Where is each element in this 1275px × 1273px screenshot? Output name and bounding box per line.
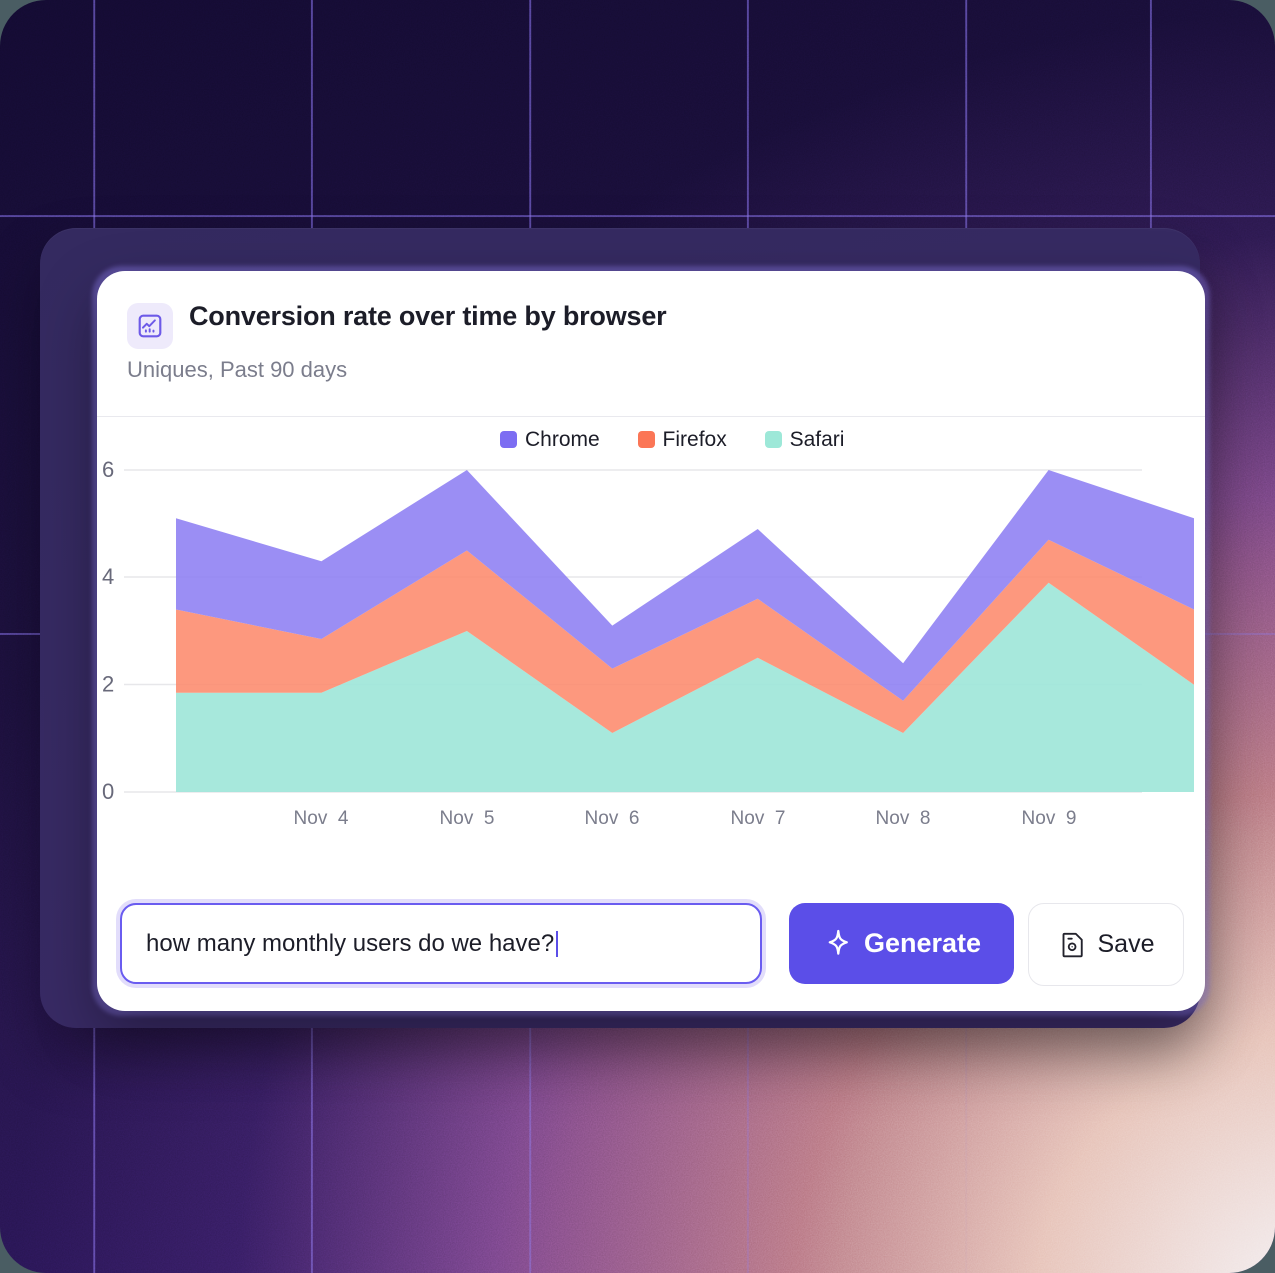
svg-text:2: 2 <box>102 672 114 697</box>
svg-text:0: 0 <box>102 779 114 804</box>
svg-text:6: 6 <box>102 457 114 482</box>
svg-text:4: 4 <box>102 564 114 589</box>
